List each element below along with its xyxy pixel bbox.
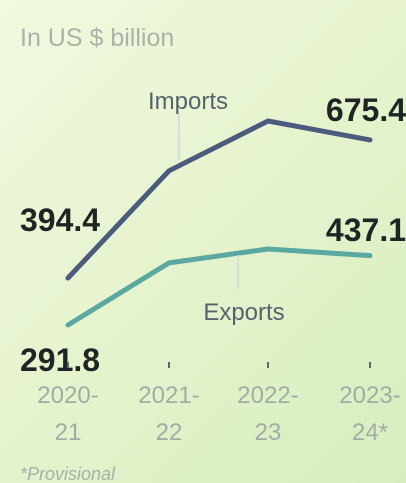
labels-layer: Imports Exports 394.4 675.4 291.8 437.1	[20, 88, 406, 378]
imports-start-value: 394.4	[20, 202, 100, 238]
exports-series-label: Exports	[203, 299, 284, 326]
exports-start-value: 291.8	[20, 342, 100, 378]
x-tick-label-top: 2022-	[237, 382, 298, 409]
x-tick-label-top: 2020-	[37, 382, 98, 409]
chart-subtitle: In US $ billion	[20, 24, 174, 52]
imports-series-label: Imports	[148, 88, 228, 115]
provisional-note: *Provisional	[20, 464, 116, 483]
x-tick-label-bottom: 24*	[352, 419, 388, 446]
x-tick-label-bottom: 21	[55, 419, 82, 446]
imports-end-value: 675.4	[326, 92, 406, 128]
lines-layer	[65, 113, 373, 328]
imports-line	[65, 118, 373, 281]
x-tick-label-bottom: 23	[255, 419, 282, 446]
x-axis-ticks: 2020- 21 2021- 22 2022- 23 2023- 24*	[37, 362, 401, 446]
x-tick-label-top: 2021-	[138, 382, 199, 409]
exports-end-value: 437.1	[326, 212, 406, 248]
x-tick-label-top: 2023-	[339, 382, 400, 409]
exports-line	[65, 246, 373, 328]
x-tick-label-bottom: 22	[156, 419, 183, 446]
